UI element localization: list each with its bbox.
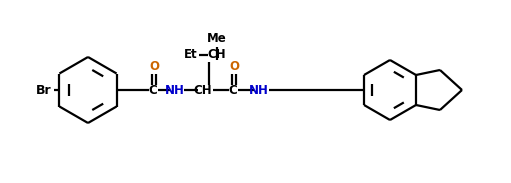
Text: Br: Br [36, 83, 51, 96]
Text: Et: Et [184, 48, 198, 61]
Text: NH: NH [165, 83, 185, 96]
Text: O: O [149, 61, 159, 74]
Text: O: O [229, 61, 239, 74]
Text: NH: NH [249, 83, 269, 96]
Text: C: C [228, 83, 238, 96]
Text: CH: CH [207, 48, 226, 61]
Text: CH: CH [194, 83, 212, 96]
Text: Me: Me [207, 31, 227, 44]
Text: C: C [149, 83, 157, 96]
